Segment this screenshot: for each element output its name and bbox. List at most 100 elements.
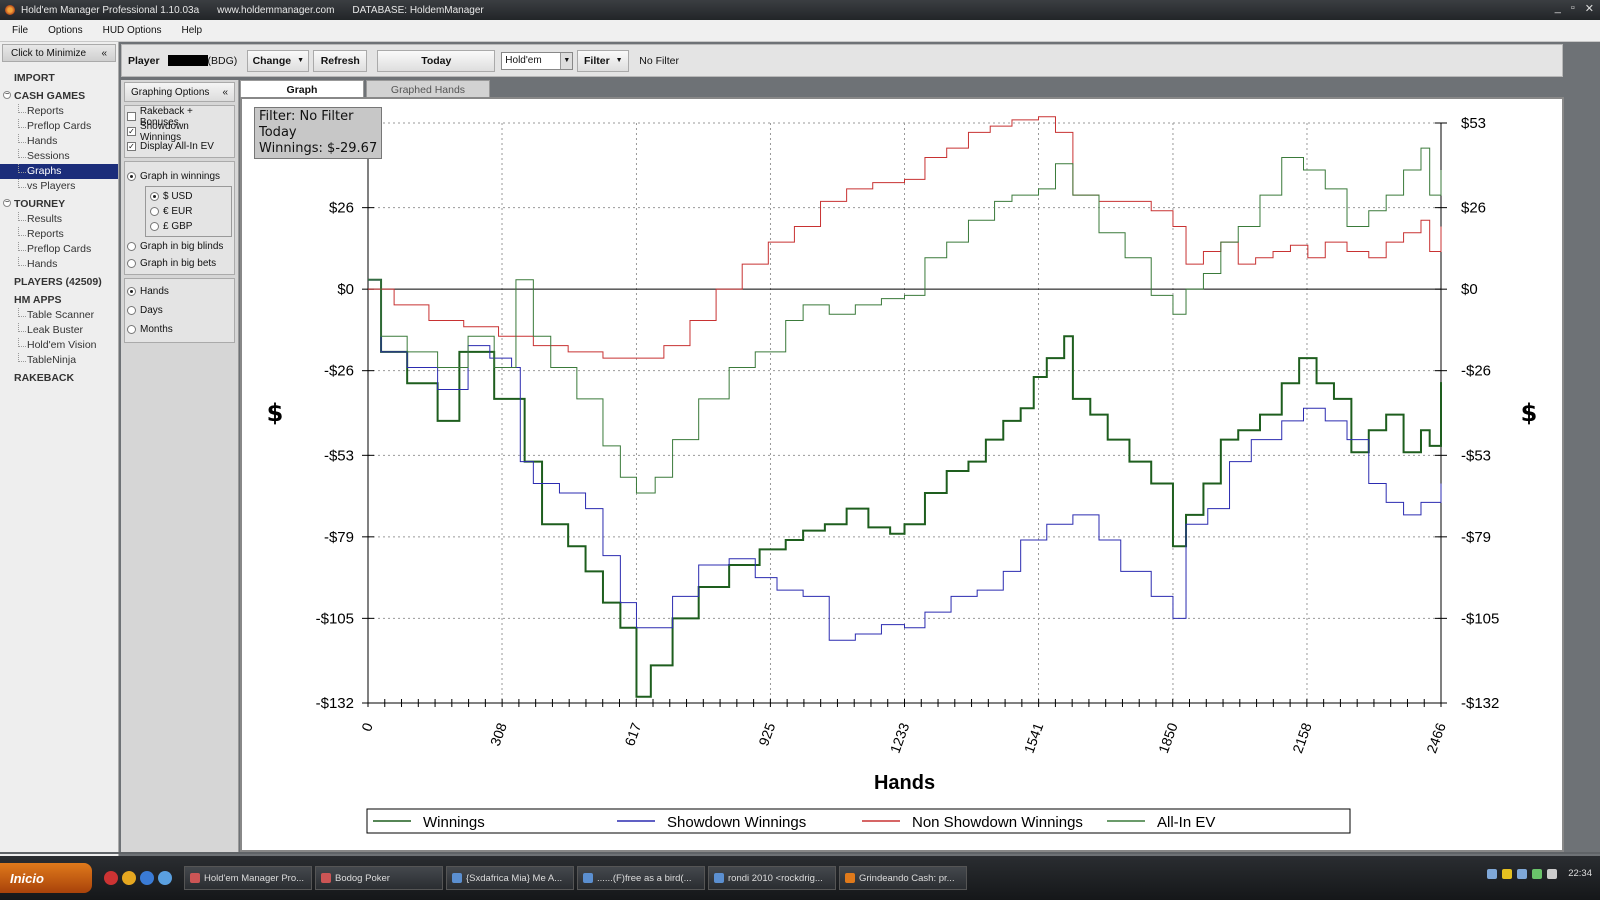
rakeback-bonuses-option[interactable]: Rakeback + Bonuses (127, 106, 232, 128)
sidebar-section-import[interactable]: IMPORT (14, 72, 55, 84)
start-label: Inicio (10, 870, 44, 886)
sidebar-section-tourney[interactable]: − TOURNEY (0, 194, 118, 212)
currency-usd-option[interactable]: $ USD (150, 189, 227, 204)
volume-icon[interactable] (1547, 868, 1558, 879)
app-icon (5, 5, 15, 15)
graph-units-group: Graph in winnings $ USD € EUR £ GBP Grap… (124, 161, 235, 275)
date-range-button[interactable]: Today (377, 49, 496, 72)
sidebar-item-cash-reports[interactable]: Reports (0, 104, 118, 119)
days-radio[interactable] (127, 306, 136, 315)
tray-icon[interactable] (1487, 868, 1498, 879)
all-in-ev-checkbox[interactable]: ✓ (127, 142, 136, 151)
tray-icon[interactable] (1532, 868, 1543, 879)
sidebar-section-hm-apps[interactable]: HM APPS (14, 294, 62, 306)
menu-help[interactable]: Help (181, 25, 203, 36)
graph-in-winnings-option[interactable]: Graph in winnings (127, 169, 232, 184)
showdown-checkbox[interactable]: ✓ (127, 127, 136, 136)
hands-radio[interactable] (127, 287, 136, 296)
minimize-window-button[interactable]: _ (1554, 2, 1561, 14)
sidebar-item-leak-buster[interactable]: Leak Buster (0, 323, 118, 338)
sidebar-item-tourney-results[interactable]: Results (0, 212, 118, 227)
graphing-options-header[interactable]: Graphing Options « (124, 82, 235, 102)
y-tick-label-right: $26 (1461, 200, 1486, 217)
menu-hud-options[interactable]: HUD Options (102, 25, 162, 36)
tab-graphed-hands[interactable]: Graphed Hands (366, 80, 490, 98)
sidebar-item-table-scanner[interactable]: Table Scanner (0, 308, 118, 323)
tab-graph[interactable]: Graph (240, 80, 364, 98)
task-browser[interactable]: Grindeando Cash: pr... (839, 866, 967, 890)
menu-options[interactable]: Options (48, 25, 83, 36)
sidebar-section-cash-games[interactable]: − CASH GAMES (0, 86, 118, 104)
sidebar-item-vs-players[interactable]: vs Players (0, 179, 118, 194)
task-chat-2[interactable]: ......(F)free as a bird(... (577, 866, 705, 890)
collapse-icon[interactable]: − (3, 199, 11, 207)
menu-file[interactable]: File (12, 25, 29, 36)
quick-launch-icon[interactable] (140, 871, 154, 885)
all-in-ev-label: Display All-In EV (140, 141, 214, 152)
y-tick-label-left: -$26 (324, 363, 354, 380)
refresh-button[interactable]: Refresh (313, 49, 368, 72)
gbp-radio[interactable] (150, 222, 159, 231)
quick-launch-icon[interactable] (104, 871, 118, 885)
quick-launch-icon[interactable] (158, 871, 172, 885)
task-chat-1[interactable]: {Sxdafrica Mia} Me A... (446, 866, 574, 890)
game-type-select[interactable]: Hold'em ▼ (501, 51, 574, 70)
graph-in-big-bets-option[interactable]: Graph in big bets (127, 256, 232, 271)
task-chat-3[interactable]: rondi 2010 <rockdrig... (708, 866, 836, 890)
tray-icon[interactable] (1517, 868, 1528, 879)
sidebar-item-cash-hands[interactable]: Hands (0, 134, 118, 149)
showdown-label: Showdown Winnings (139, 120, 189, 143)
collapse-panel-icon[interactable]: « (222, 86, 228, 98)
sidebar-item-tourney-hands[interactable]: Hands (0, 257, 118, 272)
y-tick-label-left: $26 (329, 200, 354, 217)
sidebar-item-graphs[interactable]: Graphs (0, 164, 118, 179)
task-label: ......(F)free as a bird(... (597, 872, 692, 884)
graph-in-winnings-radio[interactable] (127, 172, 136, 181)
eur-radio[interactable] (150, 207, 159, 216)
maximize-window-button[interactable]: ▫ (1570, 2, 1575, 14)
showdown-winnings-option[interactable]: ✓ Showdown Winnings (127, 121, 232, 143)
sidebar-item-sessions[interactable]: Sessions (0, 149, 118, 164)
x-axis-hands-option[interactable]: Hands (127, 282, 232, 301)
quick-launch-icon[interactable] (122, 871, 136, 885)
sidebar-section-rakeback[interactable]: RAKEBACK (14, 372, 75, 384)
task-holdem-manager[interactable]: Hold'em Manager Pro... (184, 866, 312, 890)
rakeback-checkbox[interactable] (127, 112, 136, 121)
dropdown-arrow-icon: ▼ (297, 57, 305, 64)
sidebar-item-cash-preflop-cards[interactable]: Preflop Cards (0, 119, 118, 134)
change-player-button[interactable]: Change ▼ (247, 49, 310, 72)
sidebar-item-holdem-vision[interactable]: Hold'em Vision (0, 338, 118, 353)
start-button[interactable]: Inicio (0, 863, 92, 893)
select-arrow-icon[interactable]: ▼ (560, 52, 573, 69)
currency-gbp-option[interactable]: £ GBP (150, 219, 227, 234)
series-line-showdown-winnings (368, 279, 1442, 641)
sidebar-item-tableninja[interactable]: TableNinja (0, 353, 118, 368)
usd-radio[interactable] (150, 192, 159, 201)
task-label: Bodog Poker (335, 872, 390, 884)
series-line-all-in-ev (368, 147, 1442, 494)
months-radio[interactable] (127, 325, 136, 334)
x-axis-days-option[interactable]: Days (127, 301, 232, 320)
usd-label: $ USD (163, 191, 193, 202)
all-in-ev-option[interactable]: ✓ Display All-In EV (127, 139, 232, 154)
big-blinds-radio[interactable] (127, 242, 136, 251)
big-bets-radio[interactable] (127, 259, 136, 268)
y-tick-label-right: -$105 (1461, 610, 1499, 627)
days-label: Days (140, 305, 163, 316)
sidebar-section-players[interactable]: PLAYERS (42509) (14, 276, 102, 288)
y-tick-label-right: -$53 (1461, 447, 1491, 464)
x-axis-months-option[interactable]: Months (127, 320, 232, 339)
sidebar-item-tourney-reports[interactable]: Reports (0, 227, 118, 242)
task-bodog-poker[interactable]: Bodog Poker (315, 866, 443, 890)
sidebar-minimize-button[interactable]: Click to Minimize « (2, 44, 116, 62)
sidebar-item-tourney-preflop-cards[interactable]: Preflop Cards (0, 242, 118, 257)
currency-eur-option[interactable]: € EUR (150, 204, 227, 219)
close-window-button[interactable]: ✕ (1584, 3, 1594, 15)
gbp-label: £ GBP (163, 221, 193, 232)
collapse-icon[interactable]: − (3, 91, 11, 99)
filter-button[interactable]: Filter ▼ (577, 49, 630, 72)
tray-icon[interactable] (1502, 868, 1513, 879)
y-tick-label-left: $0 (337, 281, 354, 298)
y-tick-label-right: -$79 (1461, 529, 1491, 546)
graph-in-big-blinds-option[interactable]: Graph in big blinds (127, 239, 232, 254)
